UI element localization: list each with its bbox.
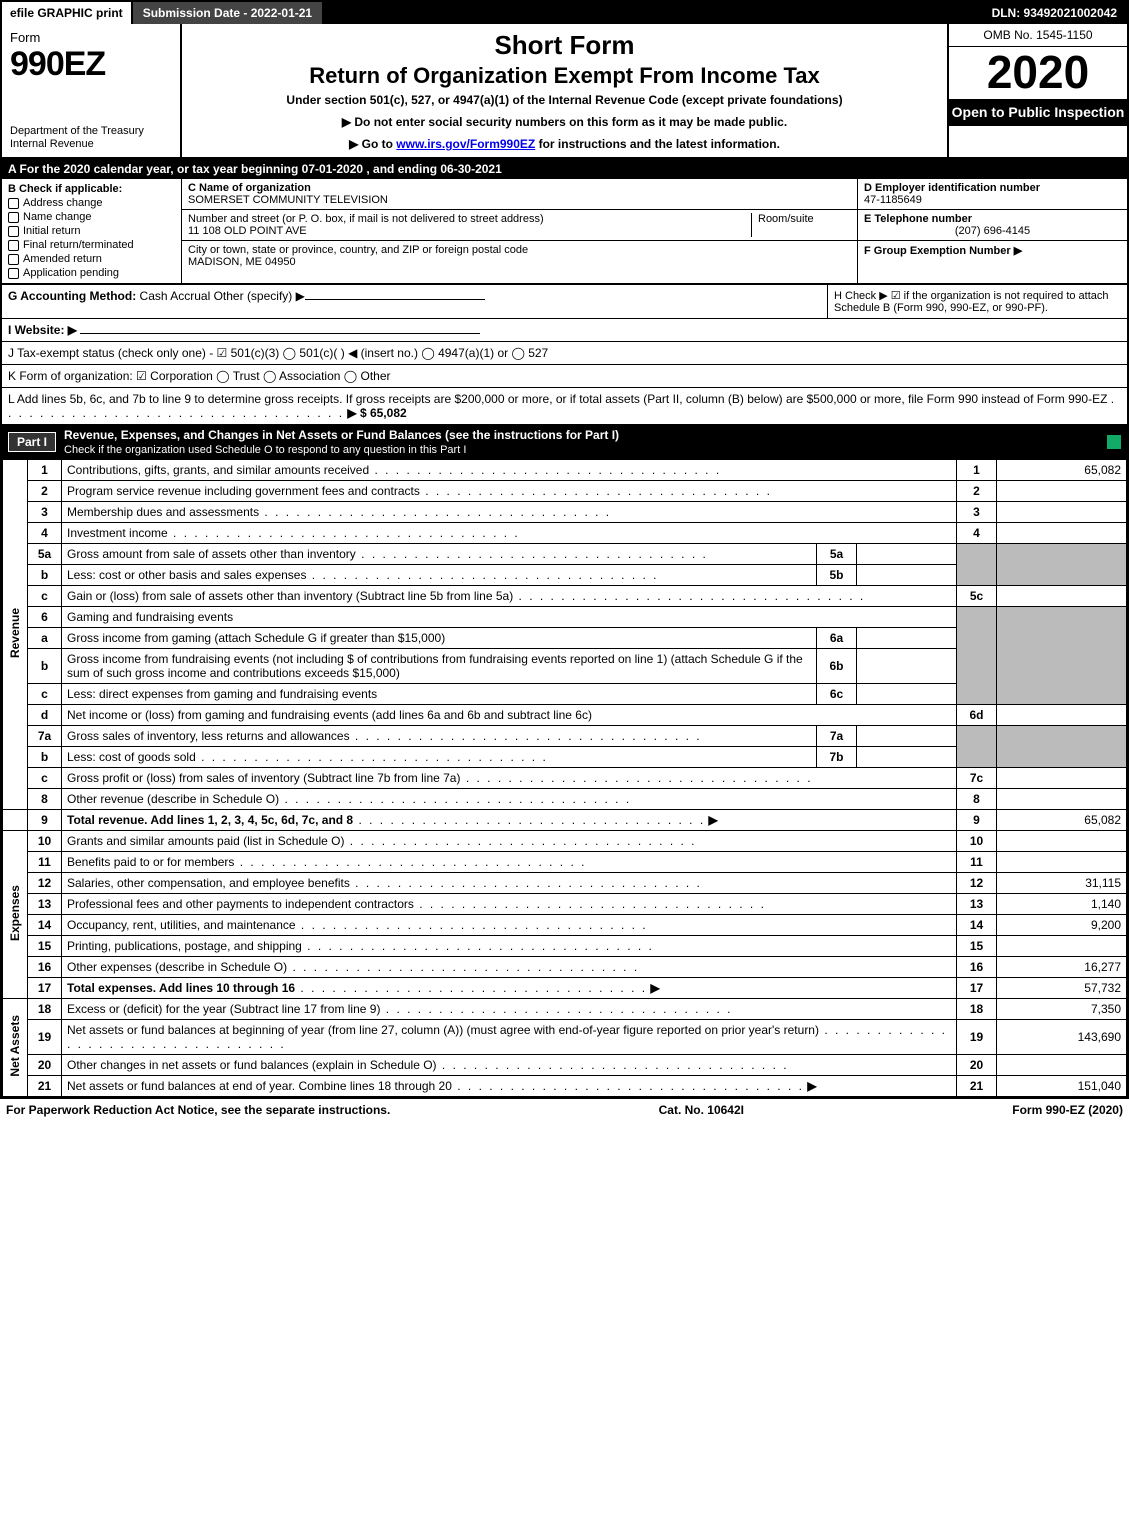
line-6a-amount (857, 628, 957, 649)
part-1-header: Part I Revenue, Expenses, and Changes in… (2, 425, 1127, 459)
box-c-label: C Name of organization (188, 182, 851, 194)
line-5c-amount (997, 586, 1127, 607)
website-input[interactable] (80, 333, 480, 334)
top-bar: efile GRAPHIC print Submission Date - 20… (2, 2, 1127, 24)
line-8-amount (997, 789, 1127, 810)
irs-link[interactable]: www.irs.gov/Form990EZ (396, 137, 535, 151)
ein-value: 47-1185649 (864, 194, 1121, 206)
line-7a-amount (857, 726, 957, 747)
line-5b-amount (857, 565, 957, 586)
footer-mid: Cat. No. 10642I (659, 1103, 744, 1117)
line-6c-amount (857, 684, 957, 705)
other-specify-input[interactable] (305, 299, 485, 300)
form-container: efile GRAPHIC print Submission Date - 20… (0, 0, 1129, 1099)
line-11-amount (997, 852, 1127, 873)
box-b: B Check if applicable: Address change Na… (2, 179, 182, 283)
box-c: C Name of organization SOMERSET COMMUNIT… (182, 179, 857, 283)
city-label: City or town, state or province, country… (188, 244, 851, 256)
efile-print-label[interactable]: efile GRAPHIC print (2, 2, 133, 24)
tax-year: 2020 (949, 47, 1127, 100)
form-header: Form 990EZ Department of the Treasury In… (2, 24, 1127, 159)
submission-date-label: Submission Date - 2022-01-21 (133, 2, 324, 24)
line-9-amount: 65,082 (997, 810, 1127, 831)
chk-name-change[interactable]: Name change (8, 211, 175, 223)
line-2-amount (997, 481, 1127, 502)
line-16-amount: 16,277 (997, 957, 1127, 978)
line-17-amount: 57,732 (997, 978, 1127, 999)
city-state-zip: MADISON, ME 04950 (188, 256, 851, 268)
line-i: I Website: ▶ (2, 319, 1127, 342)
line-l: L Add lines 5b, 6c, and 7b to line 9 to … (2, 388, 1127, 425)
line-12-amount: 31,115 (997, 873, 1127, 894)
page-footer: For Paperwork Reduction Act Notice, see … (0, 1099, 1129, 1121)
expenses-label: Expenses (3, 831, 28, 999)
street-address: 11 108 OLD POINT AVE (188, 225, 751, 237)
chk-initial-return[interactable]: Initial return (8, 225, 175, 237)
line-14-amount: 9,200 (997, 915, 1127, 936)
chk-cash[interactable]: Cash (140, 289, 168, 303)
form-number: 990EZ (10, 45, 172, 84)
header-right: OMB No. 1545-1150 2020 Open to Public In… (947, 24, 1127, 157)
section-bcdef: B Check if applicable: Address change Na… (2, 179, 1127, 285)
footer-left: For Paperwork Reduction Act Notice, see … (6, 1103, 390, 1117)
header-center: Short Form Return of Organization Exempt… (182, 24, 947, 157)
net-assets-label: Net Assets (3, 999, 28, 1097)
box-e-label: E Telephone number (864, 213, 1121, 225)
line-18-amount: 7,350 (997, 999, 1127, 1020)
chk-address-change[interactable]: Address change (8, 197, 175, 209)
box-def: D Employer identification number 47-1185… (857, 179, 1127, 283)
room-suite-label: Room/suite (751, 213, 851, 237)
line-3-amount (997, 502, 1127, 523)
line-4-amount (997, 523, 1127, 544)
schedule-o-check[interactable] (1107, 435, 1121, 449)
line-13-amount: 1,140 (997, 894, 1127, 915)
short-form-title: Short Form (192, 30, 937, 61)
header-left: Form 990EZ Department of the Treasury In… (2, 24, 182, 157)
line-g: G Accounting Method: Cash Accrual Other … (2, 285, 827, 318)
chk-application-pending[interactable]: Application pending (8, 267, 175, 279)
line-a: A For the 2020 calendar year, or tax yea… (2, 159, 1127, 179)
box-d-label: D Employer identification number (864, 182, 1121, 194)
line-21-amount: 151,040 (997, 1076, 1127, 1097)
warning-ssn: ▶ Do not enter social security numbers o… (192, 115, 937, 129)
box-f-label: F Group Exemption Number ▶ (864, 244, 1121, 257)
line-7b-amount (857, 747, 957, 768)
line-6d-amount (997, 705, 1127, 726)
line-5a-amount (857, 544, 957, 565)
line-h: H Check ▶ ☑ if the organization is not r… (827, 285, 1127, 318)
chk-accrual[interactable]: Accrual (170, 289, 210, 303)
addr-label: Number and street (or P. O. box, if mail… (188, 213, 751, 225)
subtitle: Under section 501(c), 527, or 4947(a)(1)… (192, 93, 937, 107)
box-b-label: B Check if applicable: (8, 183, 175, 195)
chk-final-return[interactable]: Final return/terminated (8, 239, 175, 251)
line-15-amount (997, 936, 1127, 957)
part-1-tag: Part I (8, 432, 56, 452)
instructions-link-line: ▶ Go to www.irs.gov/Form990EZ for instru… (192, 137, 937, 151)
line-j: J Tax-exempt status (check only one) - ☑… (2, 342, 1127, 365)
main-title: Return of Organization Exempt From Incom… (192, 63, 937, 89)
line-7c-amount (997, 768, 1127, 789)
footer-right: Form 990-EZ (2020) (1012, 1103, 1123, 1117)
line-1-amount: 65,082 (997, 460, 1127, 481)
open-to-public: Open to Public Inspection (949, 100, 1127, 126)
omb-number: OMB No. 1545-1150 (949, 24, 1127, 47)
line-19-amount: 143,690 (997, 1020, 1127, 1055)
chk-amended-return[interactable]: Amended return (8, 253, 175, 265)
line-20-amount (997, 1055, 1127, 1076)
form-word: Form (10, 30, 172, 45)
part-1-table: Revenue 1 Contributions, gifts, grants, … (2, 459, 1127, 1097)
phone-value: (207) 696-4145 (864, 225, 1121, 237)
line-10-amount (997, 831, 1127, 852)
department-label: Department of the Treasury Internal Reve… (10, 125, 172, 151)
org-name: SOMERSET COMMUNITY TELEVISION (188, 194, 851, 206)
line-k: K Form of organization: ☑ Corporation ◯ … (2, 365, 1127, 388)
revenue-label: Revenue (3, 460, 28, 810)
dln-label: DLN: 93492021002042 (982, 2, 1127, 24)
line-6b-amount (857, 649, 957, 684)
